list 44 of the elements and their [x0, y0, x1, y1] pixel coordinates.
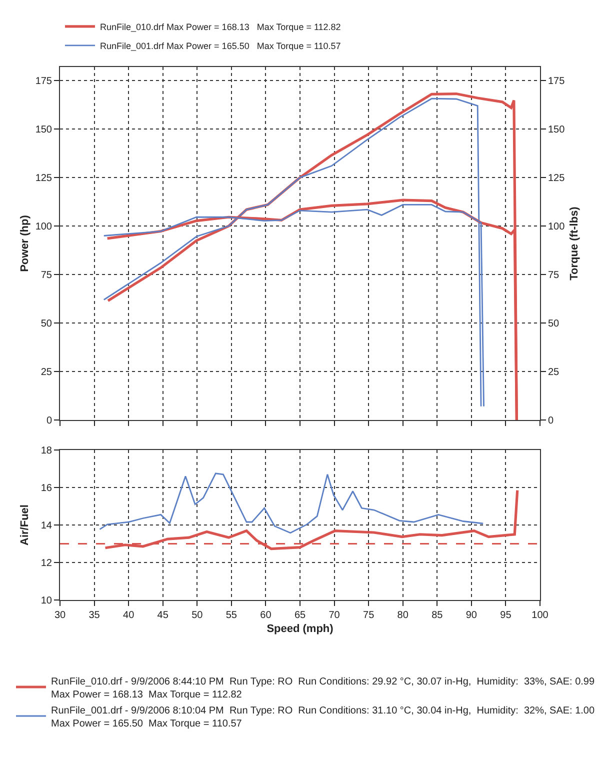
y2-tick-label: 125 [548, 173, 566, 184]
y2-tick-label: 150 [548, 124, 566, 136]
y-tick-label: 18 [40, 446, 52, 456]
y2-tick-label: 0 [548, 416, 554, 426]
x-tick-label: 95 [500, 610, 512, 621]
y-axis-title: Air/Fuel [19, 504, 31, 546]
y-tick-label: 175 [35, 76, 52, 88]
y-tick-label: 75 [40, 270, 52, 282]
y-tick-label: 50 [40, 318, 52, 330]
x-axis-title: Speed (mph) [266, 623, 334, 636]
y-tick-label: 16 [40, 483, 52, 494]
x-tick-label: 55 [226, 610, 238, 621]
y-axis-title: Power (hp) [19, 214, 31, 272]
x-tick-label: 75 [363, 610, 375, 621]
x-tick-label: 40 [123, 610, 135, 621]
legend-label: RunFile_001.drf - 9/9/2006 8:10:04 PM Run Type: RO Run Conditions: 31.10 °C, 30.04 in-Hg, Humidity: 32%, SAE: 1.00 Max Power = 165.50 Max Torque = 110.57 [51, 705, 595, 730]
x-tick-label: 30 [54, 610, 66, 621]
y2-axis-title: Torque (ft-lbs) [568, 206, 580, 280]
legend-label: RunFile_001.drf Max Power = 165.50 Max Torque = 110.57 [100, 40, 341, 51]
x-tick-label: 50 [192, 610, 204, 621]
y-tick-label: 0 [46, 416, 52, 426]
y2-tick-label: 25 [548, 367, 560, 378]
y-tick-label: 14 [40, 520, 52, 532]
x-tick-label: 70 [328, 610, 340, 621]
y-tick-label: 12 [40, 558, 52, 569]
x-tick-label: 100 [532, 610, 549, 621]
x-tick-label: 65 [294, 610, 306, 621]
y2-tick-label: 100 [548, 222, 566, 233]
y-tick-label: 150 [35, 124, 52, 136]
x-tick-label: 45 [157, 610, 169, 621]
x-tick-label: 85 [432, 610, 444, 621]
y-tick-label: 125 [35, 173, 52, 184]
y2-tick-label: 75 [548, 270, 560, 282]
y-tick-label: 100 [35, 222, 52, 233]
x-tick-label: 35 [88, 610, 100, 621]
x-tick-label: 60 [260, 610, 272, 621]
legend-label: RunFile_010.drf - 9/9/2006 8:44:10 PM Run Type: RO Run Conditions: 29.92 °C, 30.07 in-Hg, Humidity: 33%, SAE: 0.99 Max Power = 168.13 Max Torque = 112.82 [51, 676, 595, 700]
y-tick-label: 25 [40, 367, 52, 378]
legend-label: RunFile_010.drf Max Power = 168.13 Max Torque = 112.82 [100, 22, 341, 32]
y-tick-label: 10 [40, 596, 52, 606]
y2-tick-label: 175 [548, 76, 566, 88]
x-tick-label: 90 [466, 610, 478, 621]
x-tick-label: 80 [397, 610, 409, 621]
y2-tick-label: 50 [548, 318, 560, 330]
